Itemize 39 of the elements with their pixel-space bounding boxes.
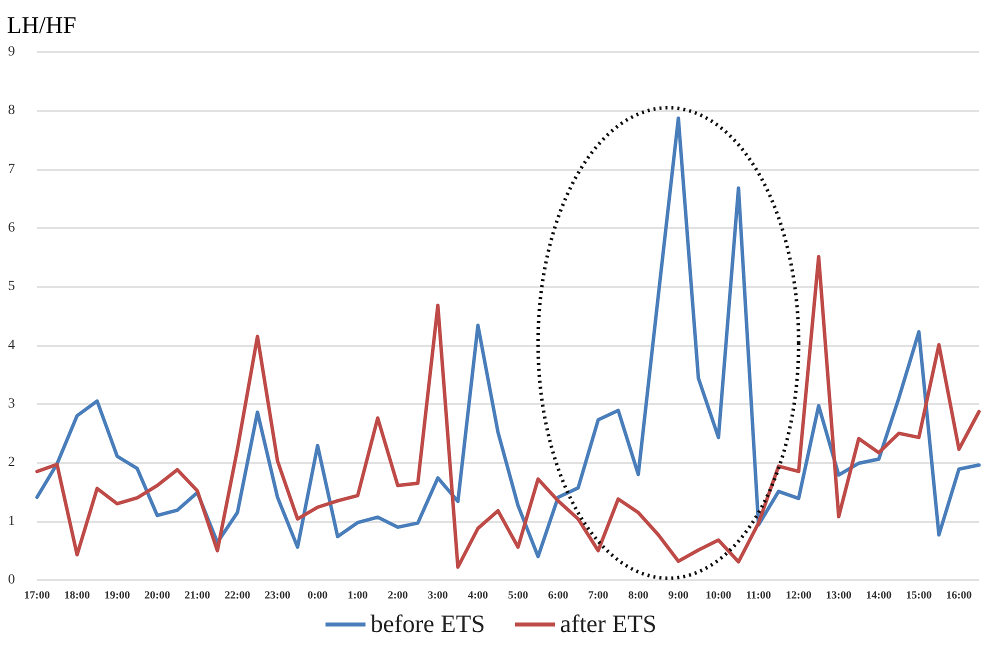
y-tick-label: 0 — [8, 572, 15, 588]
y-tick-label: 9 — [8, 44, 15, 60]
x-tick-label: 18:00 — [64, 590, 90, 602]
x-tick-label: 15:00 — [906, 590, 932, 602]
x-tick-label: 7:00 — [588, 590, 609, 602]
y-tick-label: 7 — [8, 162, 15, 177]
y-tick-label: 4 — [8, 338, 15, 353]
x-tick-label: 11:00 — [746, 590, 772, 602]
x-tick-label: 20:00 — [144, 590, 171, 602]
x-tick-label: 8:00 — [628, 590, 649, 602]
y-tick-label: 3 — [8, 396, 15, 412]
x-tick-label: 5:00 — [508, 590, 529, 602]
x-tick-label: 23:00 — [264, 590, 291, 602]
y-tick-label: 1 — [8, 514, 15, 529]
x-tick-label: 13:00 — [826, 590, 852, 602]
legend-label: before ETS — [370, 611, 486, 638]
x-tick-label: 22:00 — [224, 590, 251, 602]
x-tick-label: 1:00 — [348, 590, 368, 602]
y-tick-label: 8 — [8, 103, 15, 118]
y-tick-label: 6 — [8, 220, 15, 236]
x-tick-label: 16:00 — [946, 590, 972, 602]
x-tick-label: 17:00 — [24, 590, 50, 602]
x-tick-label: 4:00 — [468, 590, 489, 602]
x-tick-label: 0:00 — [308, 590, 328, 602]
line-series — [35, 254, 981, 569]
x-tick-label: 9:00 — [668, 590, 689, 602]
x-tick-label: 3:00 — [428, 590, 448, 602]
y-tick-label: 5 — [8, 279, 15, 294]
x-tick-label: 12:00 — [786, 590, 812, 602]
legend-label: after ETS — [560, 611, 657, 638]
x-tick-label: 6:00 — [548, 590, 569, 602]
line-series — [35, 116, 981, 558]
x-tick-label: 19:00 — [104, 590, 130, 602]
x-tick-label: 2:00 — [388, 590, 408, 602]
y-axis-title: LH/HF — [7, 13, 76, 39]
x-tick-label: 14:00 — [866, 590, 892, 602]
y-tick-label: 2 — [8, 455, 15, 470]
x-tick-label: 10:00 — [706, 590, 732, 602]
x-tick-label: 21:00 — [184, 590, 211, 602]
